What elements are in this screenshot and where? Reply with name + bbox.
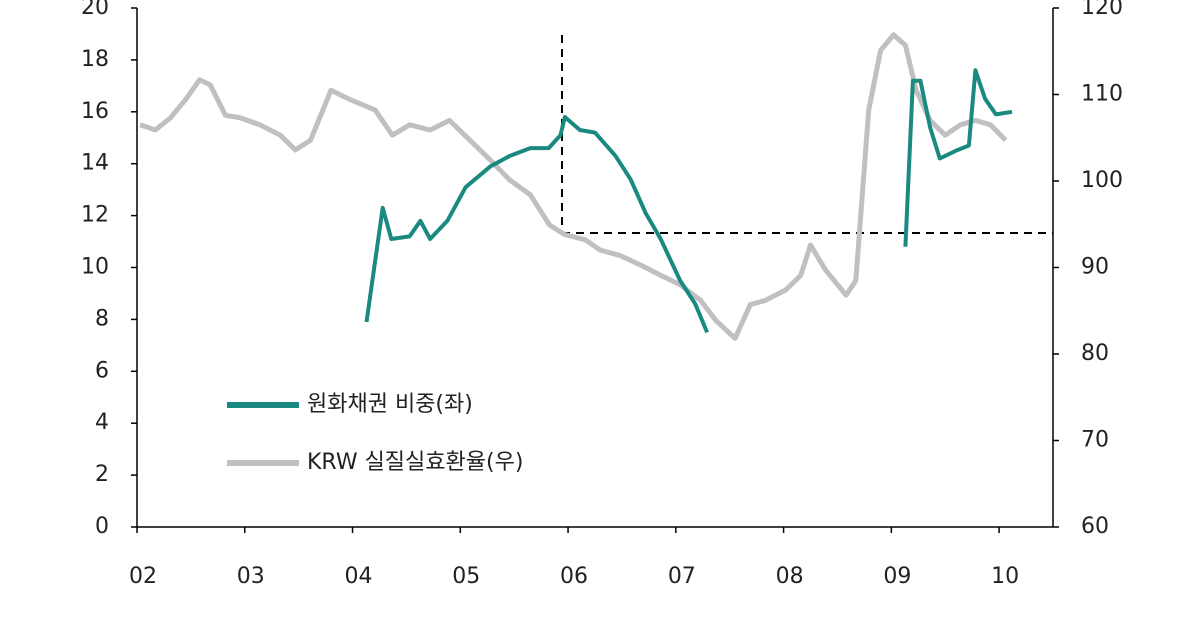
x-tick-label: 10 [991, 564, 1019, 589]
x-tick-label: 04 [345, 564, 373, 589]
x-tick-label: 07 [668, 564, 696, 589]
y2-tick-label: 110 [1081, 82, 1123, 107]
x-tick-label: 02 [129, 564, 157, 589]
series-line [364, 68, 1013, 334]
x-tick-label: 08 [776, 564, 804, 589]
y2-tick-label: 120 [1081, 0, 1123, 20]
legend-label: KRW 실질실효환율(우) [307, 450, 523, 475]
y2-tick-label: 80 [1081, 341, 1109, 366]
y-tick-label: 20 [81, 0, 109, 20]
y-tick-label: 4 [95, 410, 109, 435]
y2-tick-label: 70 [1081, 428, 1109, 453]
y-tick-label: 2 [95, 462, 109, 487]
y-tick-label: 14 [81, 151, 109, 176]
y-tick-label: 12 [81, 203, 109, 228]
series-line [139, 32, 1008, 341]
y-tick-label: 8 [95, 306, 109, 331]
y2-tick-label: 90 [1081, 255, 1109, 280]
y-tick-label: 18 [81, 47, 109, 72]
y-tick-label: 10 [81, 255, 109, 280]
y-tick-label: 0 [95, 514, 109, 539]
y-tick-label: 6 [95, 358, 109, 383]
x-tick-label: 05 [452, 564, 480, 589]
y2-tick-label: 100 [1081, 168, 1123, 193]
legend-label: 원화채권 비중(좌) [307, 392, 473, 417]
x-tick-label: 09 [883, 564, 911, 589]
y2-tick-label: 60 [1081, 514, 1109, 539]
x-tick-label: 06 [560, 564, 588, 589]
x-tick-label: 03 [237, 564, 265, 589]
y-tick-label: 16 [81, 99, 109, 124]
